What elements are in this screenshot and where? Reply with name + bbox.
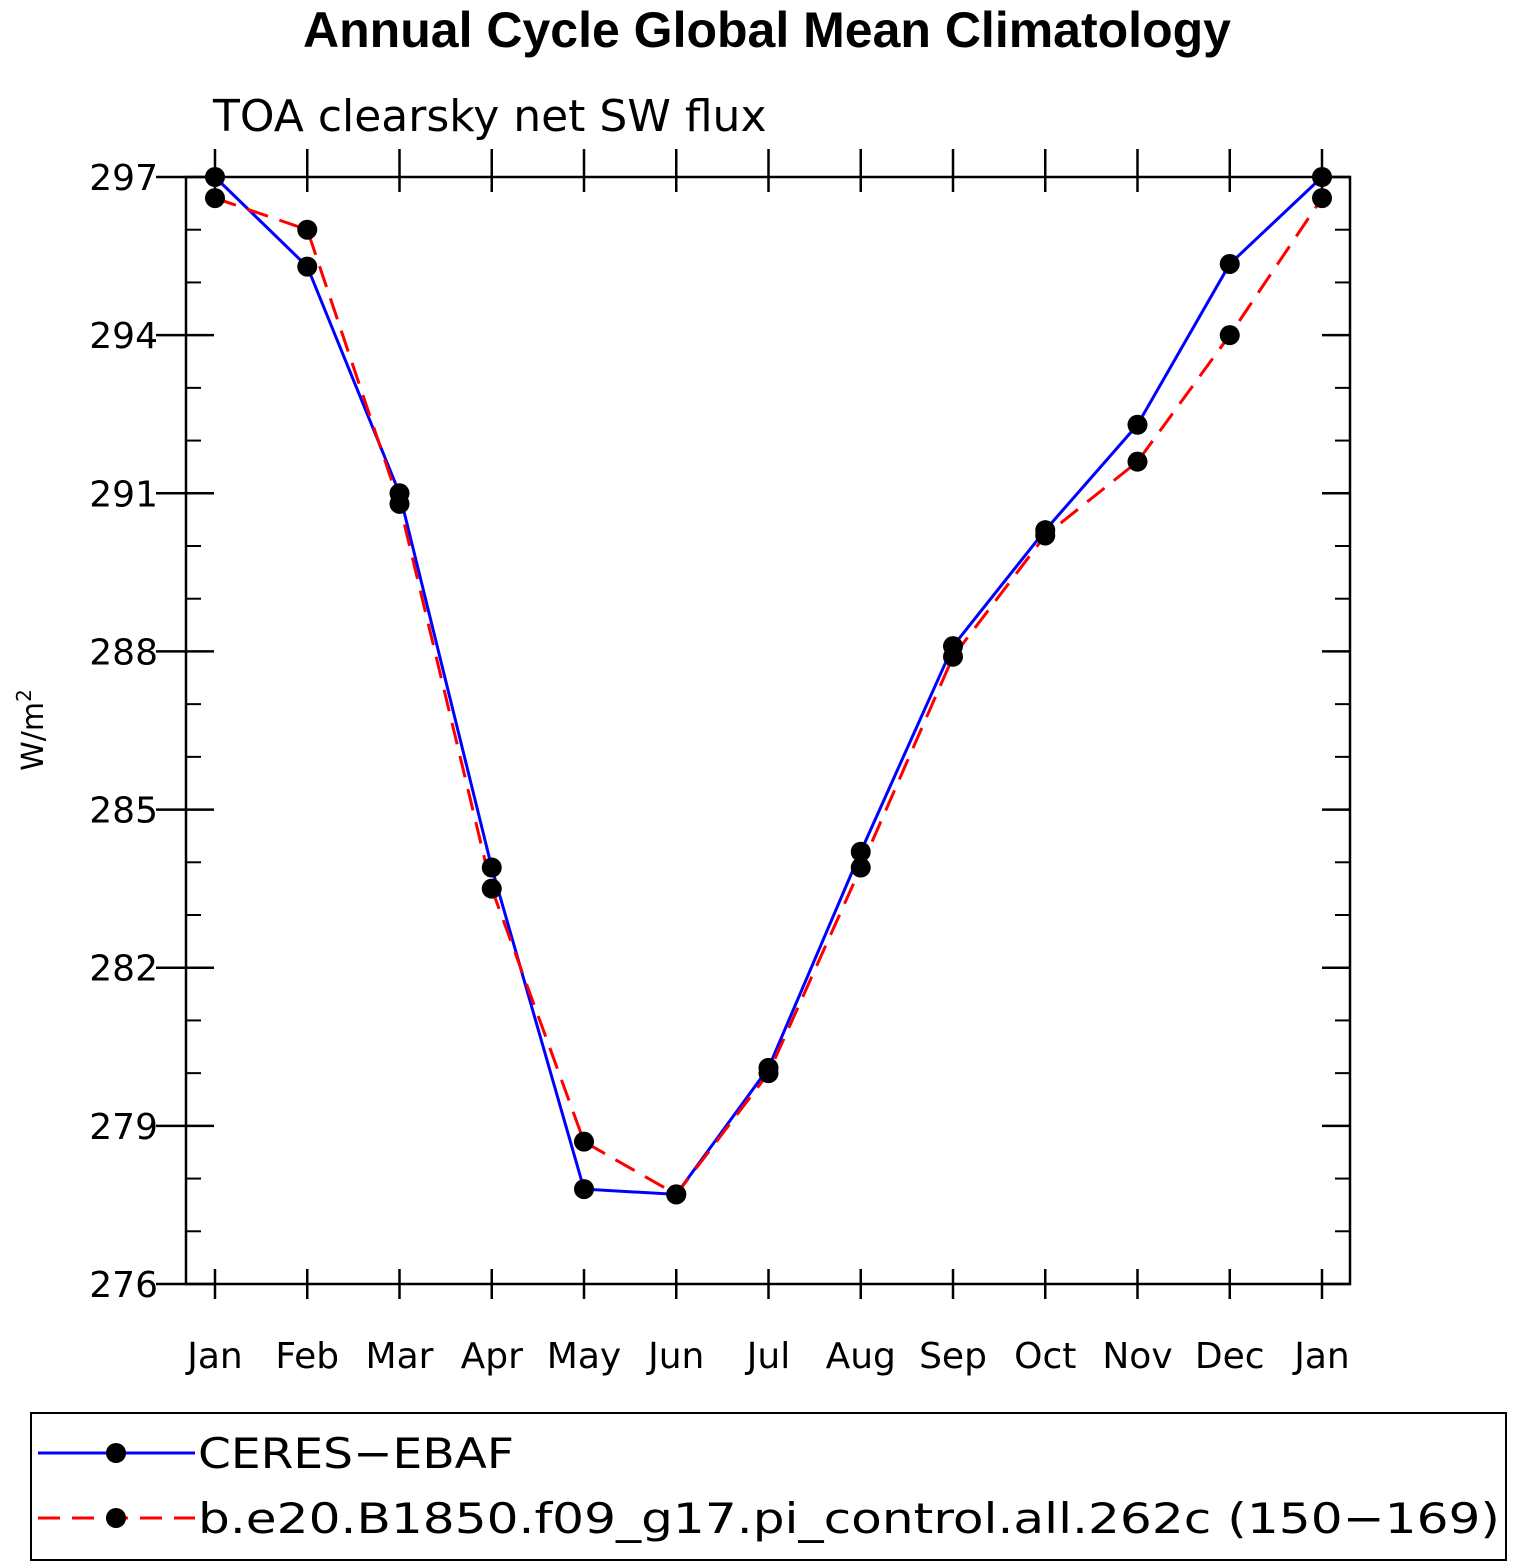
y-tick-label: 282	[89, 949, 158, 990]
legend-label-1: CERES−EBAF	[198, 1429, 514, 1478]
series-1-point	[850, 841, 871, 862]
series-layer	[205, 167, 1332, 1205]
y-axis-label-superscript: 2	[12, 689, 36, 702]
y-tick-label: 279	[89, 1107, 158, 1148]
y-axis-label: W/m2	[12, 689, 51, 771]
series-2-point	[389, 493, 410, 514]
series-2-point	[1127, 451, 1148, 472]
x-tick-label: Nov	[1102, 1336, 1172, 1377]
series-line-2	[214, 196, 1324, 1197]
legend-marker-1	[106, 1443, 126, 1463]
series-2-point	[1035, 525, 1056, 546]
x-tick-label: Dec	[1195, 1336, 1265, 1377]
plot-axes: Jan Feb Mar Apr May Jun Jul Aug Sep Oct Nov Dec Jan 2…	[89, 149, 1352, 1377]
y-tick-label: 294	[89, 316, 158, 357]
y-tick-label: 276	[89, 1265, 158, 1306]
x-tick-label: Mar	[366, 1336, 434, 1377]
x-tick-label: Apr	[461, 1336, 523, 1377]
x-tick-label: Jun	[646, 1336, 704, 1377]
x-tick-label: Jan	[1292, 1336, 1350, 1377]
plot-frame	[184, 175, 1352, 1286]
y-tick-label: 288	[89, 632, 158, 673]
legend-label-2: b.e20.B1850.f09_g17.pi_control.all.262c …	[198, 1494, 1500, 1543]
series-1-point	[297, 256, 318, 277]
y-axis-label-base: W/m	[16, 702, 51, 771]
series-1-point	[1127, 414, 1148, 435]
y-tick-label: 297	[89, 158, 158, 199]
series-2-point	[205, 188, 225, 209]
series-2-point	[943, 646, 963, 667]
series-2-point	[850, 857, 871, 878]
series-2-point	[574, 1131, 594, 1152]
series-1-point	[481, 857, 502, 878]
x-tick-label: Jan	[185, 1336, 243, 1377]
series-2-point	[1312, 188, 1332, 209]
series-2-point	[481, 878, 502, 899]
series-2-point	[1219, 325, 1240, 346]
series-2-point	[758, 1063, 779, 1084]
x-tick-label: May	[547, 1336, 621, 1377]
x-tick-label: Oct	[1014, 1336, 1076, 1377]
y-tick-label: 291	[89, 474, 158, 515]
chart-title: Annual Cycle Global Mean Climatology	[303, 2, 1231, 58]
series-line-1	[213, 175, 1324, 1196]
x-tick-label: Feb	[275, 1336, 339, 1377]
series-1-point	[205, 167, 225, 187]
series-1-point	[1312, 167, 1332, 187]
x-tick-label: Aug	[826, 1336, 896, 1377]
x-tick-label: Sep	[919, 1336, 987, 1377]
legend: CERES−EBAF b.e20.B1850.f09_g17.pi_control…	[30, 1412, 1507, 1561]
y-tick-label: 285	[89, 791, 158, 832]
series-1-point	[574, 1179, 594, 1200]
legend-box	[30, 1412, 1507, 1561]
x-tick-label: Jul	[745, 1336, 790, 1377]
chart-subtitle: TOA clearsky net SW flux	[212, 91, 766, 142]
series-2-point	[666, 1184, 687, 1205]
series-2-point	[297, 219, 318, 240]
series-1-point	[1219, 253, 1240, 274]
legend-marker-2	[106, 1508, 126, 1528]
